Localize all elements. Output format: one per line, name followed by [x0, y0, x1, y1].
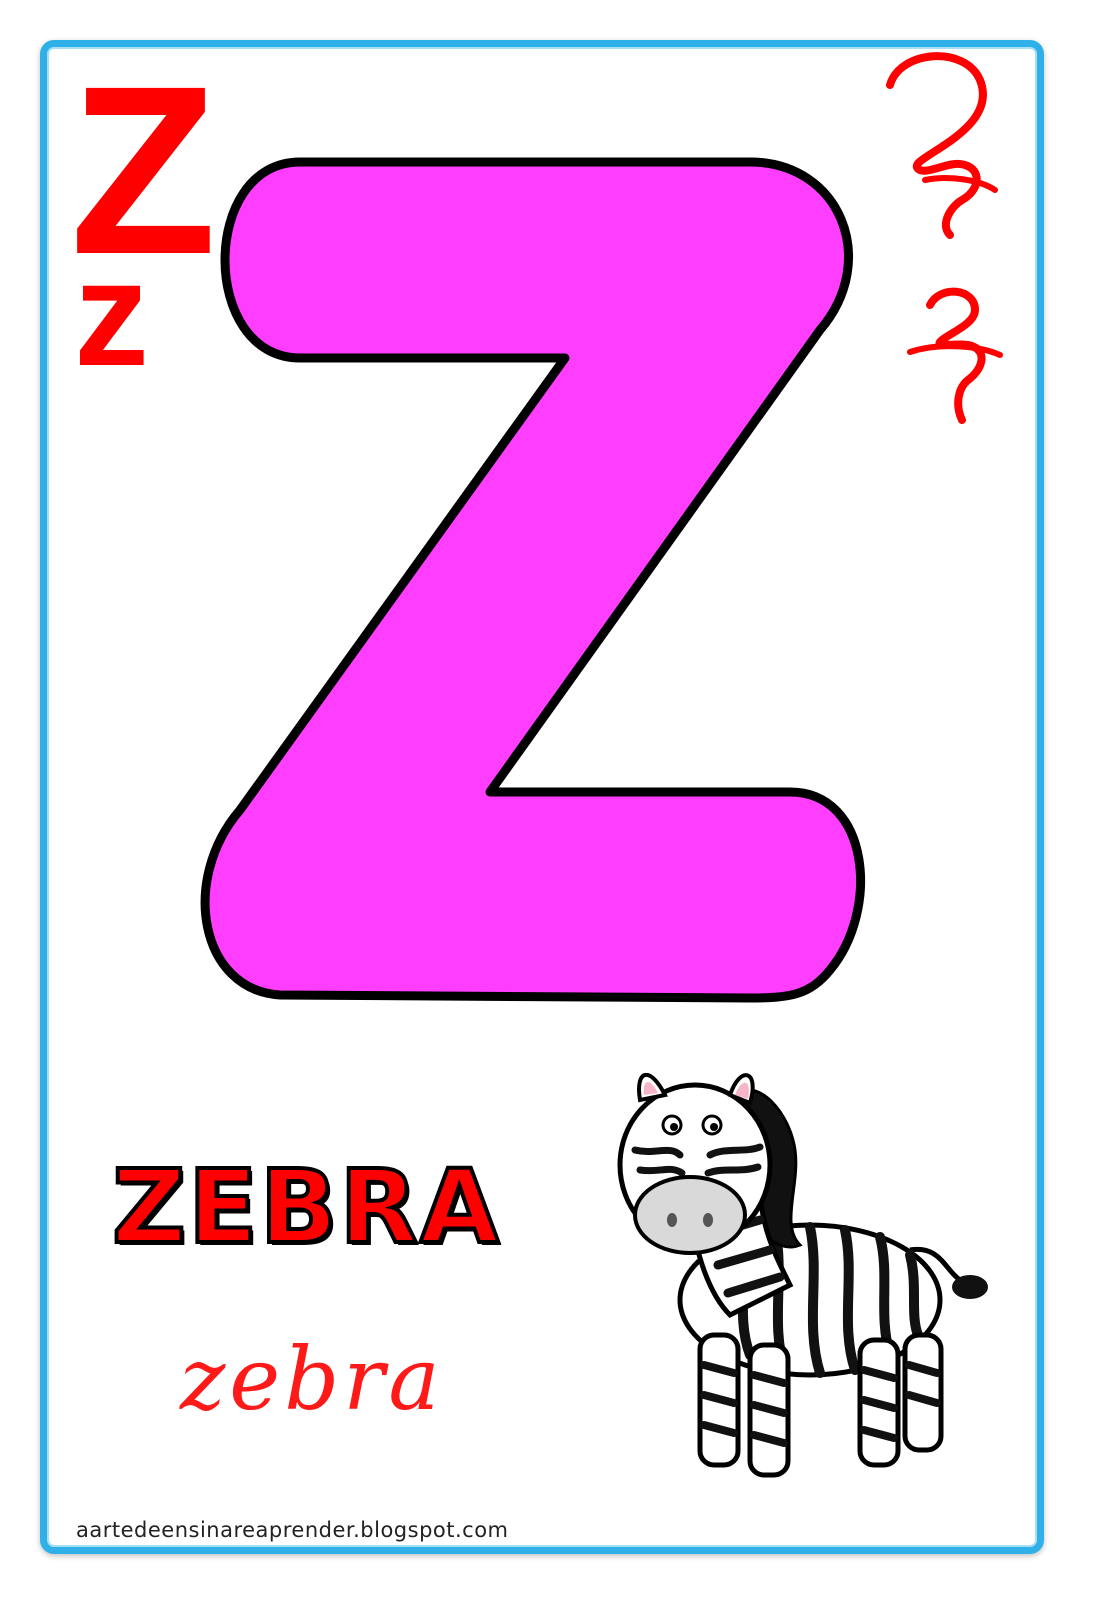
site-credit: aartedeensinareaprender.blogspot.com: [76, 1518, 509, 1542]
cursive-uppercase-z-icon: [886, 52, 998, 239]
big-letter-z: Z: [200, 157, 866, 1003]
zebra-illustration-icon: [617, 1072, 988, 1478]
uppercase-print-letter: Z: [70, 36, 217, 304]
cursive-lowercase-z-icon: [907, 287, 1003, 424]
word-print: ZEBRA: [110, 1146, 501, 1269]
lowercase-print-letter: z: [74, 229, 149, 397]
word-cursive: zebra: [180, 1330, 444, 1430]
